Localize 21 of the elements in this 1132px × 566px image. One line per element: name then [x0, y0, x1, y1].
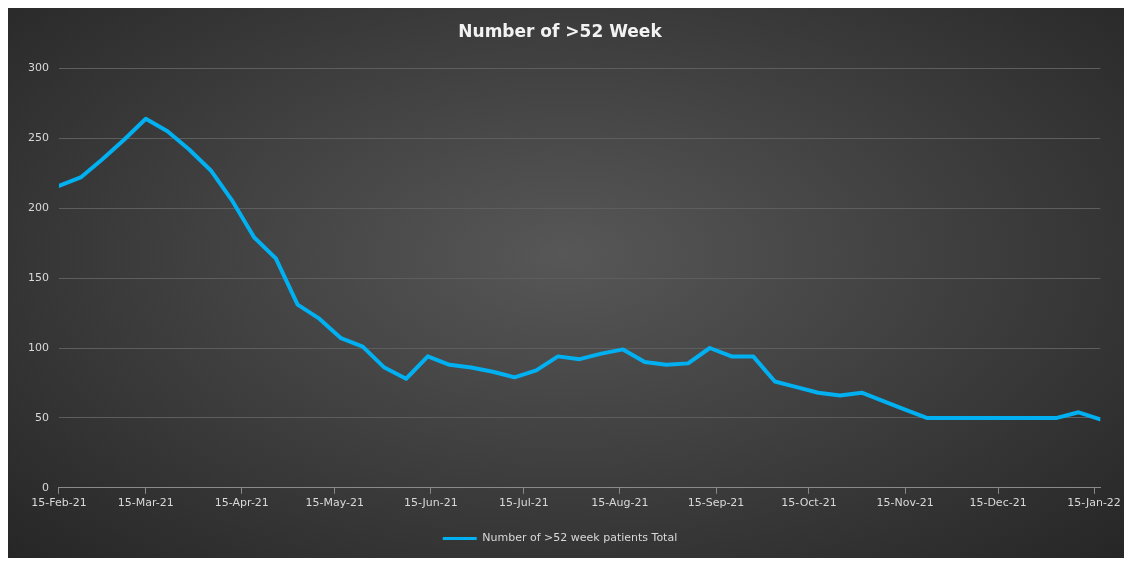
x-tick-label: 15-Aug-21 — [591, 496, 649, 510]
x-tick-label: 15-Oct-21 — [781, 496, 837, 510]
x-tick-label: 15-Dec-21 — [969, 496, 1027, 510]
x-tick-label: 15-Apr-21 — [214, 496, 269, 510]
y-tick-label: 250 — [28, 131, 49, 145]
y-tick-label: 50 — [35, 410, 49, 424]
x-tick-label: 15-Nov-21 — [876, 496, 934, 510]
x-tick-label: 15-Jul-21 — [498, 496, 549, 510]
legend-label: Number of >52 week patients Total — [482, 531, 678, 545]
y-tick-label: 200 — [28, 201, 49, 215]
x-tick-label: 15-May-21 — [305, 496, 365, 510]
x-tick-label: 15-Mar-21 — [117, 496, 174, 510]
x-tick-label: 15-Jan-22 — [1067, 496, 1121, 510]
y-tick-label: 0 — [42, 480, 49, 494]
x-tick-label: 15-Feb-21 — [31, 496, 87, 510]
y-tick-label: 300 — [28, 61, 49, 75]
y-tick-label: 150 — [28, 270, 49, 284]
y-tick-label: 100 — [28, 340, 49, 354]
chart-title: Number of >52 Week — [458, 20, 663, 41]
x-tick-label: 15-Sep-21 — [687, 496, 745, 510]
x-tick-label: 15-Jun-21 — [404, 496, 458, 510]
